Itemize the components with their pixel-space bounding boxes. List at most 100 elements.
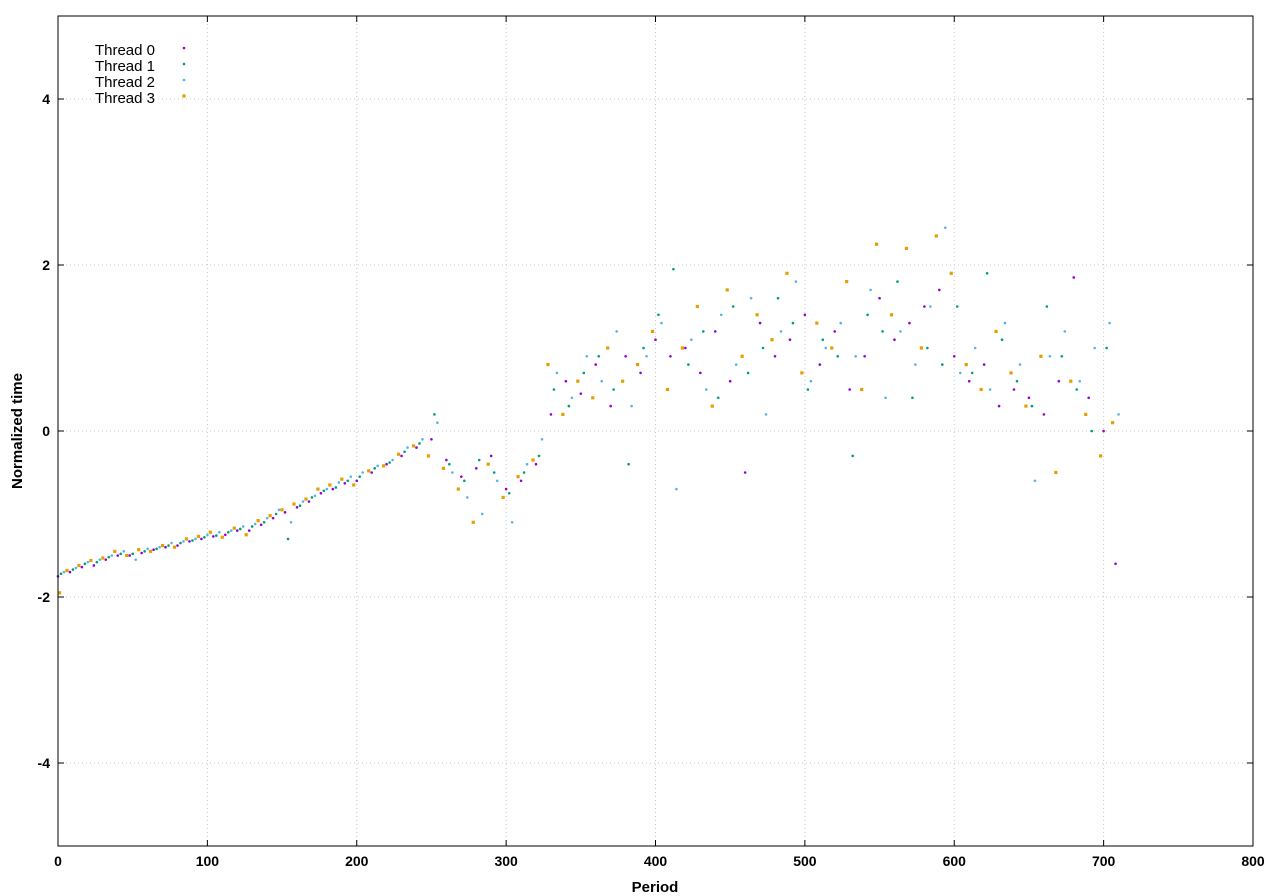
data-point — [740, 354, 744, 358]
x-tick-label: 100 — [196, 853, 220, 869]
data-point — [304, 497, 308, 501]
data-point — [791, 321, 795, 325]
data-point — [1075, 388, 1079, 391]
data-point — [486, 462, 490, 466]
data-point — [687, 363, 690, 366]
data-point — [1030, 404, 1034, 408]
data-point — [280, 508, 284, 512]
y-tick-label: 2 — [42, 257, 50, 273]
data-point — [833, 330, 837, 333]
x-tick-label: 300 — [494, 853, 518, 869]
data-point — [609, 404, 612, 408]
data-point — [143, 550, 146, 553]
data-point — [761, 346, 765, 350]
x-tick-label: 800 — [1241, 853, 1265, 869]
data-point — [854, 355, 857, 358]
data-point — [600, 379, 604, 383]
data-point — [1009, 371, 1013, 375]
grid-lines — [58, 16, 1253, 846]
data-point — [585, 355, 589, 358]
data-point — [1048, 355, 1052, 358]
data-point — [226, 530, 230, 534]
legend-marker — [182, 78, 186, 82]
data-point — [985, 272, 989, 275]
data-point — [672, 267, 675, 271]
data-point — [657, 313, 660, 317]
data-point — [755, 313, 759, 317]
data-point — [635, 363, 640, 367]
data-point — [1060, 355, 1064, 358]
data-point — [1114, 562, 1117, 566]
data-point — [415, 446, 418, 449]
data-point — [298, 504, 302, 508]
data-point — [471, 520, 475, 524]
data-point — [196, 534, 201, 539]
series-thread-2 — [62, 226, 1120, 574]
data-point — [125, 553, 129, 558]
data-point — [477, 458, 481, 462]
data-point — [582, 371, 586, 375]
data-point — [451, 471, 454, 474]
data-point — [725, 288, 729, 292]
data-point — [606, 346, 610, 350]
data-point — [561, 412, 565, 416]
x-tick-label: 200 — [345, 853, 369, 869]
data-point — [441, 466, 445, 470]
data-point — [101, 556, 105, 560]
data-point — [433, 413, 436, 416]
data-point — [241, 525, 245, 528]
series-thread-3 — [57, 234, 1115, 595]
data-point — [982, 363, 986, 366]
legend-marker — [182, 46, 186, 50]
data-point — [68, 570, 72, 574]
legend-label: Thread 1 — [95, 58, 155, 75]
data-point — [59, 572, 63, 576]
data-point — [970, 371, 974, 375]
data-point — [881, 330, 884, 333]
data-point — [1090, 429, 1093, 433]
data-point — [391, 458, 394, 462]
data-point — [929, 305, 932, 308]
data-point — [713, 330, 717, 333]
data-point — [229, 529, 233, 532]
data-point — [265, 516, 269, 520]
data-point — [355, 479, 359, 483]
data-point — [534, 462, 538, 466]
data-point — [537, 454, 541, 458]
data-points — [56, 226, 1120, 595]
data-point — [262, 521, 266, 524]
data-point — [158, 545, 161, 549]
data-point — [716, 396, 720, 400]
data-point — [1078, 379, 1082, 383]
data-point — [941, 363, 944, 366]
data-point — [167, 544, 170, 547]
data-point — [349, 475, 353, 478]
x-axis-ticks: 0 100 200 300 400 500 600 700 800 — [54, 16, 1265, 869]
data-point — [1093, 346, 1096, 350]
data-point — [504, 487, 508, 491]
data-point — [1000, 338, 1004, 342]
data-point — [627, 462, 630, 466]
data-point — [549, 413, 553, 416]
data-point — [719, 313, 723, 317]
data-point — [337, 481, 341, 484]
data-point — [770, 338, 774, 342]
data-point — [908, 321, 911, 325]
data-point — [172, 545, 177, 549]
data-point — [654, 338, 657, 342]
data-point — [98, 558, 102, 561]
data-point — [1045, 305, 1049, 308]
data-point — [325, 487, 329, 491]
data-point — [86, 560, 90, 564]
data-point — [839, 321, 843, 325]
data-point — [445, 458, 448, 462]
data-point — [328, 483, 332, 487]
data-point — [516, 475, 520, 479]
data-point — [274, 512, 278, 516]
data-point — [645, 355, 648, 358]
data-point — [92, 564, 96, 567]
data-point — [639, 371, 642, 375]
data-point — [286, 537, 290, 541]
data-point — [406, 446, 409, 449]
data-point — [160, 543, 165, 548]
